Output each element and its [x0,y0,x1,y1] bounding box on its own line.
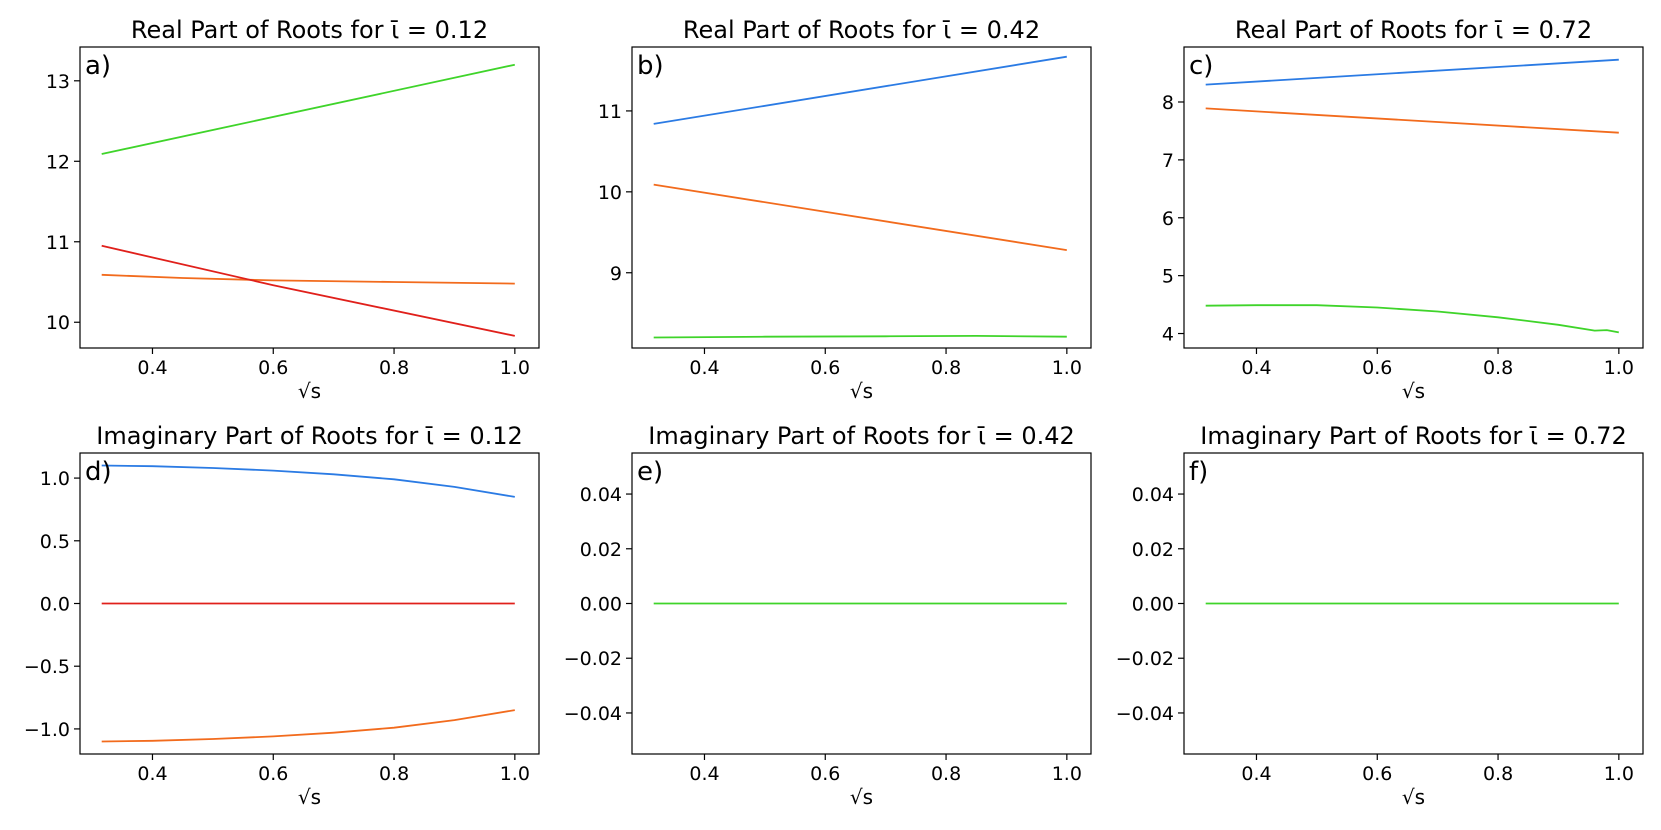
x-tick-label: 0.4 [1241,357,1271,379]
panel-title: Real Part of Roots for ῑ = 0.72 [1235,16,1592,44]
y-tick-label: −1.0 [24,719,70,741]
y-tick-label: 0.00 [1132,594,1174,616]
series-line-red [101,244,515,337]
y-tick-label: 0.02 [1132,539,1174,561]
y-tick-label: 0.00 [580,594,622,616]
x-tick-label: 0.4 [689,763,719,785]
panel-a: Real Part of Roots for ῑ = 0.12 0.4 0.6 0.8… [46,16,540,403]
series-line-green [1205,304,1619,334]
y-tick-label: 0.04 [580,484,622,506]
x-axis-label: √s [298,379,321,403]
panel-f: Imaginary Part of Roots for ῑ = 0.72 0.4 0… [1116,422,1644,809]
y-tick-label: −0.02 [564,648,622,670]
panel-title: Imaginary Part of Roots for ῑ = 0.72 [1200,422,1627,450]
x-tick-label: 0.6 [810,357,840,379]
x-tick-label: 0.4 [137,763,167,785]
y-tick-label: 1.0 [40,468,70,490]
y-tick-label: 0.04 [1132,484,1174,506]
series-line-blue [653,55,1067,125]
axes-frame [1183,46,1644,349]
panel-letter: c) [1189,51,1213,81]
y-tick-label: 13 [46,71,70,93]
series-line-green [653,334,1067,339]
panel-e: Imaginary Part of Roots for ῑ = 0.42 0.4 0… [564,422,1092,809]
y-tick-label: −0.5 [24,656,70,678]
series-line-blue [1205,58,1619,86]
x-tick-label: 0.6 [810,763,840,785]
y-tick-label: 9 [610,263,622,285]
y-tick-label: 0.5 [40,531,70,553]
x-tick-label: 1.0 [500,763,530,785]
axes-frame [631,46,1092,349]
x-tick-label: 1.0 [1052,763,1082,785]
x-axis-label: √s [1402,379,1425,403]
y-tick-label: 11 [46,232,70,254]
x-tick-label: 1.0 [1052,357,1082,379]
series-line-orange [653,183,1067,251]
x-tick-label: 0.4 [689,357,719,379]
y-tick-label: −0.02 [1116,648,1174,670]
panel-letter: a) [85,51,111,81]
x-tick-label: 0.4 [137,357,167,379]
x-tick-label: 0.8 [1483,763,1513,785]
y-tick-label: 6 [1162,208,1174,230]
panel-title: Imaginary Part of Roots for ῑ = 0.12 [96,422,523,450]
panel-title: Imaginary Part of Roots for ῑ = 0.42 [648,422,1075,450]
x-axis-label: √s [298,785,321,809]
y-tick-label: −0.04 [1116,703,1174,725]
x-axis-label: √s [1402,785,1425,809]
x-tick-label: 0.6 [1362,357,1392,379]
x-tick-label: 0.8 [931,763,961,785]
y-tick-label: 11 [598,101,622,123]
x-tick-label: 1.0 [500,357,530,379]
x-tick-label: 0.8 [379,763,409,785]
x-tick-label: 0.8 [379,357,409,379]
y-tick-label: 8 [1162,92,1174,114]
y-tick-label: 10 [46,312,70,334]
y-tick-label: 5 [1162,266,1174,288]
x-tick-label: 0.8 [931,357,961,379]
y-tick-label: −0.04 [564,703,622,725]
x-tick-label: 1.0 [1604,357,1634,379]
x-tick-label: 0.6 [1362,763,1392,785]
x-tick-label: 0.6 [258,763,288,785]
axes-frame [79,46,540,349]
x-axis-label: √s [850,379,873,403]
panel-d: Imaginary Part of Roots for ῑ = 0.12 0.4 0… [24,422,540,809]
y-tick-label: 12 [46,151,70,173]
panel-letter: e) [637,457,663,487]
x-tick-label: 0.6 [258,357,288,379]
series-line-orange [101,273,515,285]
x-tick-label: 0.4 [1241,763,1271,785]
panel-title: Real Part of Roots for ῑ = 0.12 [131,16,488,44]
y-tick-label: 7 [1162,150,1174,172]
y-tick-label: 10 [598,182,622,204]
panel-b: Real Part of Roots for ῑ = 0.42 0.4 0.6 0.8… [598,16,1092,403]
panel-title: Real Part of Roots for ῑ = 0.42 [683,16,1040,44]
panel-letter: d) [85,457,112,487]
x-tick-label: 1.0 [1604,763,1634,785]
x-axis-label: √s [850,785,873,809]
panel-letter: b) [637,51,664,81]
y-tick-label: 0.02 [580,539,622,561]
x-tick-label: 0.8 [1483,357,1513,379]
series-line-orange [101,709,515,743]
panel-letter: f) [1189,457,1208,487]
y-tick-label: 4 [1162,324,1174,346]
series-line-green [101,63,515,155]
series-line-orange [1205,107,1619,134]
panel-c: Real Part of Roots for ῑ = 0.72 0.4 0.6 0.8… [1162,16,1644,403]
series-line-blue [101,464,515,498]
y-tick-label: 0.0 [40,594,70,616]
